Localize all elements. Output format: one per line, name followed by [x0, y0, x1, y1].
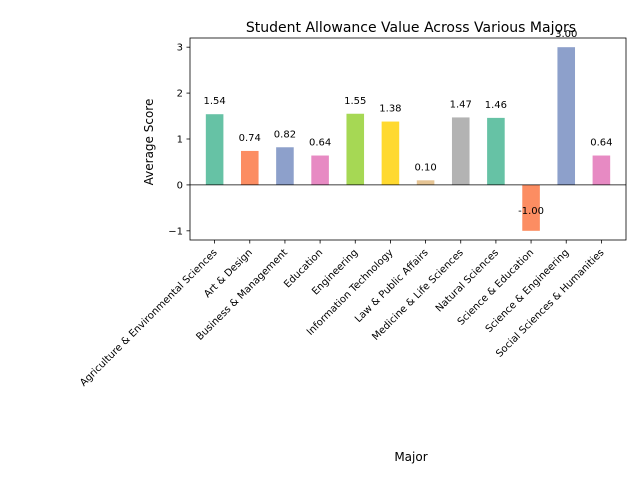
bar [276, 147, 294, 185]
y-tick-label: −1 [168, 226, 183, 237]
bar [592, 155, 611, 185]
y-tick-label: 3 [177, 43, 183, 54]
bars-group [205, 47, 611, 231]
bar [451, 117, 470, 185]
plot-area: 1.54 0.74 0.82 0.64 1.55 1.38 0.10 1.47 1.46 -1.0… [189, 29, 627, 241]
bar [557, 47, 576, 185]
y-tick-label: 0 [177, 180, 183, 191]
data-labels-group: 1.54 0.74 0.82 0.64 1.55 1.38 0.10 1.47 1.46 -1.0… [203, 29, 612, 217]
x-axis: Agriculture & Environmental SciencesArt … [78, 240, 607, 389]
bar-value-label: 1.38 [379, 104, 401, 115]
bar-value-label: 0.10 [414, 162, 436, 173]
y-axis: −1 0 1 2 3 [168, 43, 190, 237]
x-tick-label: Natural Sciences [434, 247, 501, 314]
chart-title: Student Allowance Value Across Various M… [246, 20, 576, 36]
bar [487, 117, 505, 185]
bar-value-label: 1.54 [203, 96, 225, 107]
bar-value-label: -1.00 [518, 206, 544, 217]
bar [522, 184, 540, 231]
y-axis-label: Average Score [142, 99, 156, 186]
x-tick-label: Agriculture & Environmental Sciences [78, 247, 219, 388]
bar-value-label: 0.64 [590, 138, 612, 149]
y-tick-label: 1 [177, 135, 183, 146]
bar [311, 155, 329, 185]
bar [381, 121, 400, 185]
y-tick-label: 2 [177, 89, 183, 100]
bar [205, 114, 224, 185]
plot-background [190, 38, 626, 240]
bar [240, 150, 259, 185]
bar-value-label: 0.64 [309, 138, 331, 149]
bar-value-label: 0.74 [239, 133, 261, 144]
bar-value-label: 1.47 [450, 99, 472, 110]
x-axis-label: Major [394, 450, 427, 464]
bar-value-label: 3.00 [555, 29, 577, 40]
bar [416, 180, 435, 185]
bar-value-label: 1.46 [485, 100, 507, 111]
bar [346, 113, 365, 185]
bar-value-label: 1.55 [344, 96, 366, 107]
bar-value-label: 0.82 [274, 129, 296, 140]
